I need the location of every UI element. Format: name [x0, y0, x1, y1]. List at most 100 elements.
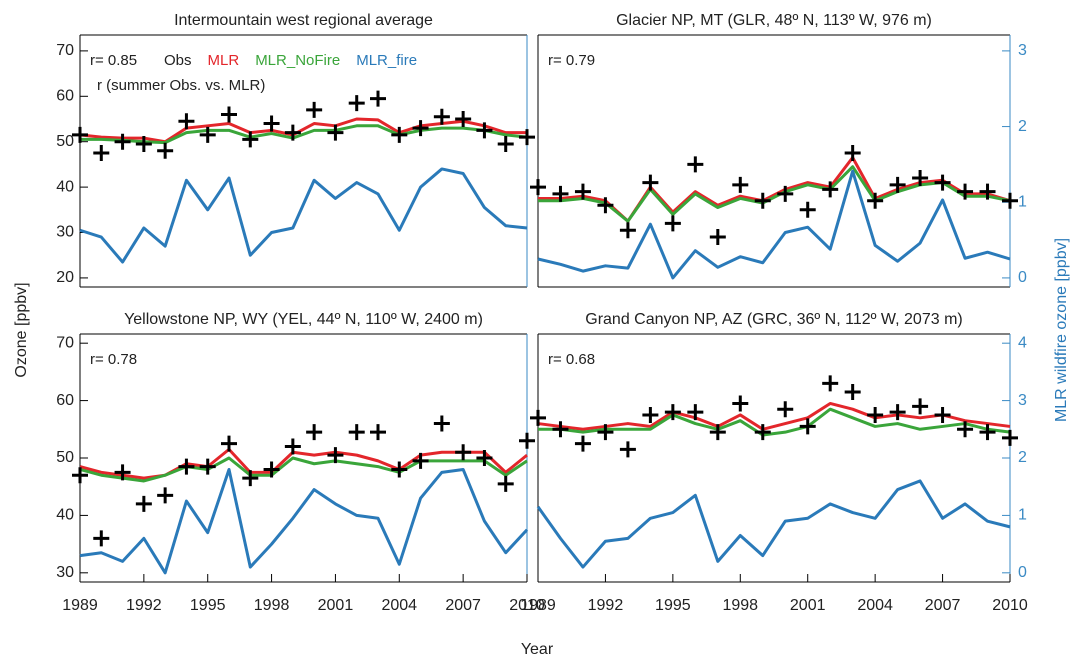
series-line	[538, 165, 1011, 223]
obs-marker	[912, 398, 929, 415]
obs-marker	[1002, 192, 1018, 209]
x-tick-label: 2001	[790, 597, 826, 614]
obs-marker	[114, 133, 131, 150]
obs-marker	[934, 174, 951, 191]
x-tick-label: 2007	[925, 597, 961, 614]
obs-marker	[114, 464, 131, 481]
obs-marker	[799, 418, 816, 435]
y-tick-label: 20	[56, 269, 74, 286]
x-tick-label: 1995	[190, 597, 226, 614]
obs-marker	[391, 461, 408, 478]
obs-marker	[221, 435, 237, 452]
obs-marker	[72, 126, 88, 143]
series-line	[538, 156, 1011, 223]
obs-marker	[979, 424, 996, 441]
obs-marker	[687, 156, 704, 173]
y-tick-label: 30	[56, 564, 74, 581]
obs-marker	[844, 145, 861, 162]
series-line	[537, 401, 1011, 431]
obs-marker	[497, 135, 514, 152]
obs-marker	[1002, 429, 1018, 446]
obs-marker	[135, 495, 152, 512]
obs-marker	[327, 124, 344, 141]
panel-title: Grand Canyon NP, AZ (GRC, 36º N, 112º W,…	[585, 311, 962, 328]
obs-marker	[979, 183, 996, 200]
obs-marker	[597, 197, 614, 214]
x-tick-label: 2004	[857, 597, 893, 614]
obs-marker	[497, 475, 514, 492]
obs-marker	[519, 129, 535, 146]
x-tick-label: 2007	[445, 597, 481, 614]
obs-marker	[476, 122, 493, 139]
annotation: r= 0.78	[90, 351, 137, 368]
obs-marker	[242, 131, 259, 148]
x-tick-label: 2004	[381, 597, 417, 614]
obs-marker	[867, 406, 884, 423]
x-tick-label: 1989	[520, 597, 556, 614]
obs-marker	[552, 185, 569, 202]
y2-tick-label: 3	[1018, 392, 1027, 409]
legend-label: MLR	[208, 52, 240, 69]
obs-marker	[306, 101, 323, 118]
obs-marker	[455, 111, 472, 127]
y2-tick-label: 2	[1018, 449, 1027, 466]
obs-marker	[157, 142, 174, 159]
x-tick-label: 1992	[126, 597, 162, 614]
obs-marker	[642, 406, 659, 423]
y-tick-label: 70	[56, 334, 74, 351]
x-tick-label: 2010	[992, 597, 1028, 614]
obs-marker	[552, 421, 569, 438]
y-tick-label: 40	[56, 178, 74, 195]
obs-marker	[754, 192, 771, 209]
obs-marker	[135, 135, 152, 152]
obs-marker	[912, 170, 929, 187]
obs-marker	[709, 229, 726, 246]
obs-marker	[619, 441, 636, 458]
obs-marker	[72, 467, 88, 484]
obs-marker	[732, 176, 749, 193]
annotation: r= 0.68	[548, 351, 595, 368]
obs-marker	[263, 461, 280, 478]
obs-marker	[754, 424, 771, 441]
y2-tick-label: 3	[1018, 42, 1027, 59]
obs-marker	[799, 201, 816, 218]
panel-title: Intermountain west regional average	[174, 12, 433, 29]
obs-marker	[889, 176, 906, 193]
obs-marker	[822, 375, 839, 392]
obs-marker	[530, 409, 546, 426]
obs-marker	[157, 487, 174, 504]
series-line	[537, 169, 1011, 280]
obs-marker	[327, 447, 344, 464]
obs-marker	[519, 432, 535, 449]
obs-marker	[178, 458, 195, 475]
series-line	[538, 407, 1011, 437]
obs-marker	[957, 421, 974, 438]
y-tick-label: 70	[56, 42, 74, 59]
series-line	[79, 117, 527, 144]
x-tick-label: 1992	[588, 597, 624, 614]
panel-title: Yellowstone NP, WY (YEL, 44º N, 110º W, …	[124, 311, 483, 328]
obs-marker	[957, 183, 974, 200]
obs-marker	[306, 424, 323, 441]
x-tick-label: 1995	[655, 597, 691, 614]
obs-marker	[412, 452, 429, 469]
y-tick-label: 50	[56, 133, 74, 150]
y2-tick-label: 0	[1018, 269, 1027, 286]
series-line	[79, 167, 528, 264]
y2-tick-label: 1	[1018, 193, 1027, 210]
obs-marker	[822, 181, 839, 198]
obs-marker	[867, 192, 884, 209]
legend-label: Obs	[164, 52, 192, 69]
y2-tick-label: 2	[1018, 118, 1027, 135]
obs-marker	[412, 120, 429, 137]
y2-axis-label: MLR wildfire ozone [ppbv]	[1053, 238, 1070, 422]
obs-marker	[242, 470, 259, 487]
obs-marker	[370, 90, 386, 107]
legend-label: MLR_fire	[356, 52, 417, 69]
x-tick-label: 1998	[254, 597, 290, 614]
obs-marker	[391, 126, 408, 143]
series-line	[80, 124, 528, 145]
obs-marker	[777, 185, 794, 202]
obs-marker	[574, 435, 591, 452]
